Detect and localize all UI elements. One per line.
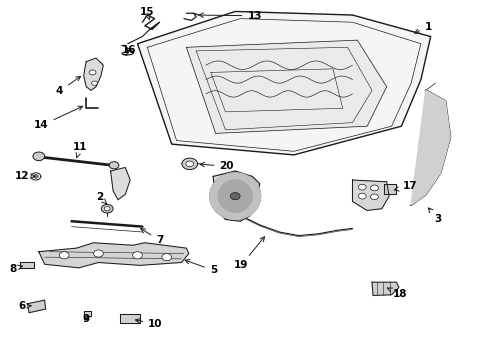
Circle shape <box>182 158 197 170</box>
Circle shape <box>162 253 172 261</box>
Text: 18: 18 <box>387 288 407 299</box>
Polygon shape <box>218 180 252 212</box>
Circle shape <box>33 175 38 178</box>
Text: 7: 7 <box>141 229 164 245</box>
Polygon shape <box>213 171 260 221</box>
Polygon shape <box>121 315 140 323</box>
Polygon shape <box>352 180 389 211</box>
Text: 9: 9 <box>83 314 90 324</box>
Polygon shape <box>186 40 387 134</box>
Polygon shape <box>20 262 34 268</box>
Polygon shape <box>210 173 261 220</box>
Text: 6: 6 <box>19 301 32 311</box>
Polygon shape <box>111 167 130 200</box>
Text: 14: 14 <box>34 106 83 130</box>
Polygon shape <box>384 184 396 194</box>
Polygon shape <box>39 243 189 268</box>
Circle shape <box>94 250 103 257</box>
Text: 16: 16 <box>122 45 136 55</box>
Circle shape <box>358 193 366 199</box>
Text: 8: 8 <box>9 264 23 274</box>
Polygon shape <box>84 311 91 319</box>
Text: 15: 15 <box>140 7 154 20</box>
Text: 2: 2 <box>96 192 106 204</box>
Text: 20: 20 <box>200 161 234 171</box>
Circle shape <box>186 161 194 167</box>
Circle shape <box>370 194 378 200</box>
Text: 10: 10 <box>135 319 163 329</box>
Circle shape <box>31 173 41 180</box>
Circle shape <box>104 207 110 211</box>
Text: 1: 1 <box>415 22 432 33</box>
Polygon shape <box>138 12 431 155</box>
Circle shape <box>59 252 69 259</box>
Text: 4: 4 <box>56 76 80 96</box>
Polygon shape <box>27 300 46 313</box>
Text: 3: 3 <box>428 208 442 224</box>
Circle shape <box>92 81 98 85</box>
Circle shape <box>101 204 113 213</box>
Circle shape <box>358 184 366 190</box>
Polygon shape <box>84 58 103 90</box>
Text: 11: 11 <box>73 142 88 158</box>
Circle shape <box>133 252 143 259</box>
Text: 19: 19 <box>234 237 265 270</box>
Circle shape <box>33 152 45 161</box>
Polygon shape <box>372 282 399 296</box>
Text: 13: 13 <box>199 11 262 21</box>
Text: 5: 5 <box>185 260 217 275</box>
Circle shape <box>370 185 378 191</box>
Text: 17: 17 <box>394 181 417 192</box>
Circle shape <box>89 70 96 75</box>
Circle shape <box>230 193 240 200</box>
Circle shape <box>109 162 119 169</box>
Text: 12: 12 <box>15 171 35 181</box>
Polygon shape <box>411 90 450 205</box>
